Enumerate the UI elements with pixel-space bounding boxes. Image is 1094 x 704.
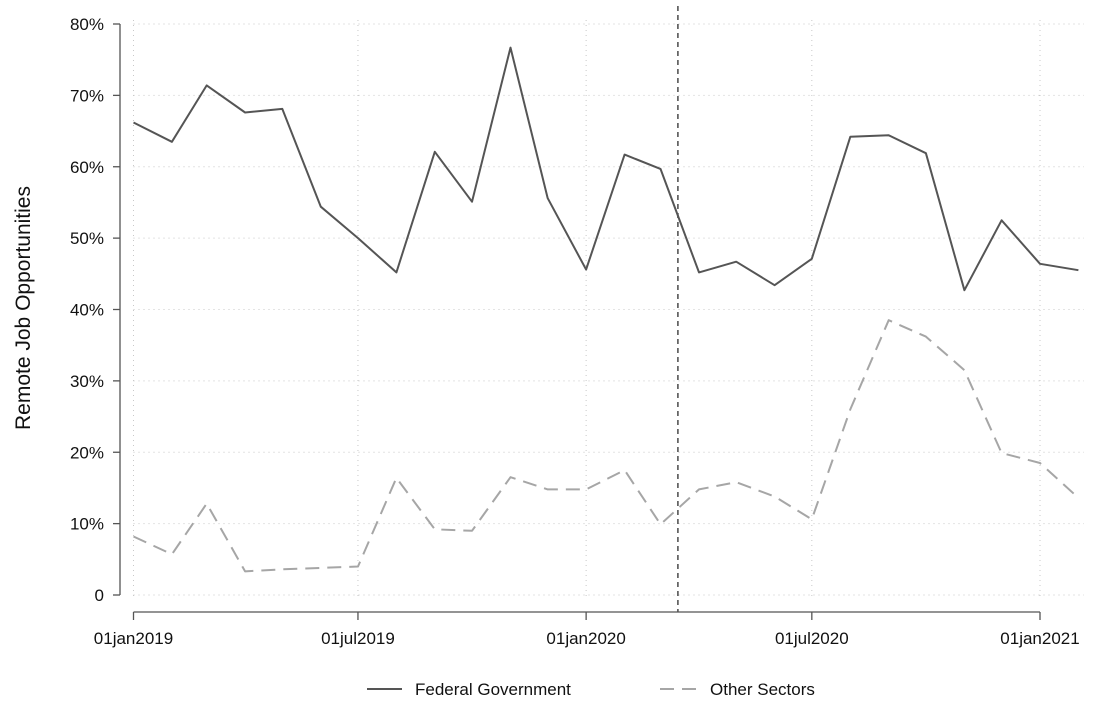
axes: 0 10% 20% 30% 40% 50% 60% 70% 80% 01jan2019 01jul2… xyxy=(70,15,1080,648)
y-tick-label: 10% xyxy=(70,515,104,534)
y-tick-label: 60% xyxy=(70,158,104,177)
x-tick-label: 01jul2019 xyxy=(321,629,395,648)
series-line-other-sectors xyxy=(133,319,1080,573)
y-axis-title: Remote Job Opportunities xyxy=(12,186,35,430)
legend: Federal Government Other Sectors xyxy=(367,680,815,699)
y-tick-label: 30% xyxy=(70,372,104,391)
x-tick-label: 01jul2020 xyxy=(775,629,849,648)
grid xyxy=(133,20,1084,598)
x-tick-label: 01jan2021 xyxy=(1000,629,1079,648)
x-tick-label: 01jan2020 xyxy=(546,629,625,648)
series-line-federal-government xyxy=(133,46,1079,292)
x-tick-label: 01jan2019 xyxy=(94,629,173,648)
y-tick-label: 0 xyxy=(95,586,104,605)
y-tick-label: 20% xyxy=(70,443,104,462)
series-group xyxy=(133,46,1080,573)
legend-label: Federal Government xyxy=(415,680,571,699)
legend-label: Other Sectors xyxy=(710,680,815,699)
y-tick-label: 40% xyxy=(70,301,104,320)
y-tick-label: 50% xyxy=(70,229,104,248)
y-tick-label: 80% xyxy=(70,15,104,34)
y-tick-label: 70% xyxy=(70,86,104,105)
